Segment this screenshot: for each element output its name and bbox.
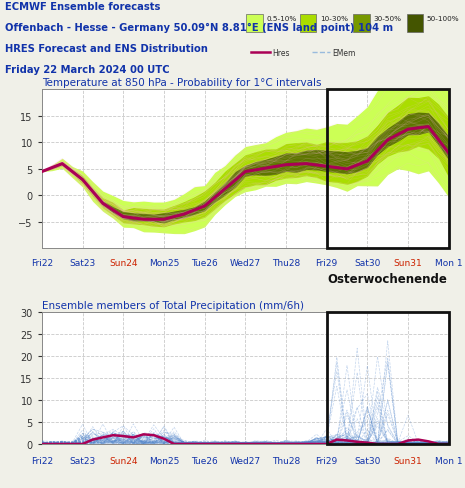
Text: Fri29: Fri29 [316, 259, 338, 267]
Text: 30-50%: 30-50% [373, 16, 401, 22]
Bar [300, 15, 316, 33]
Text: Offenbach - Hesse - Germany 50.09°N 8.81°E (ENS land point) 104 m: Offenbach - Hesse - Germany 50.09°N 8.81… [5, 23, 393, 33]
Text: Mon25: Mon25 [149, 456, 179, 466]
Text: Mon25: Mon25 [149, 259, 179, 267]
Bar [326, 312, 449, 444]
Text: ECMWF Ensemble forecasts: ECMWF Ensemble forecasts [5, 2, 160, 13]
Text: Mon 1: Mon 1 [435, 259, 463, 267]
Bar [326, 90, 449, 249]
Text: Sun24: Sun24 [109, 456, 138, 466]
Text: Thu28: Thu28 [272, 456, 300, 466]
Bar [246, 15, 263, 33]
Text: Ensemble members of Total Precipitation (mm/6h): Ensemble members of Total Precipitation … [42, 300, 304, 310]
Text: EMem: EMem [332, 49, 356, 58]
Text: Fri29: Fri29 [316, 456, 338, 466]
Text: Temperature at 850 hPa - Probability for 1°C intervals: Temperature at 850 hPa - Probability for… [42, 78, 321, 88]
Text: Mon 1: Mon 1 [435, 456, 463, 466]
Text: Sun31: Sun31 [394, 259, 422, 267]
Text: Fri22: Fri22 [31, 259, 53, 267]
Text: Sat30: Sat30 [354, 259, 380, 267]
Text: Hres: Hres [272, 49, 290, 58]
Text: Sun24: Sun24 [109, 259, 138, 267]
Text: HRES Forecast and ENS Distribution: HRES Forecast and ENS Distribution [5, 44, 207, 54]
Text: 50-100%: 50-100% [427, 16, 459, 22]
Bar [353, 15, 370, 33]
Text: 10-30%: 10-30% [320, 16, 348, 22]
Text: Sat23: Sat23 [69, 456, 96, 466]
Text: Sat30: Sat30 [354, 456, 380, 466]
Text: Wed27: Wed27 [230, 456, 261, 466]
Text: Friday 22 March 2024 00 UTC: Friday 22 March 2024 00 UTC [5, 65, 169, 75]
Text: Tue26: Tue26 [191, 259, 218, 267]
Text: Wed27: Wed27 [230, 259, 261, 267]
Text: Thu28: Thu28 [272, 259, 300, 267]
Bar [407, 15, 423, 33]
Text: Fri22: Fri22 [31, 456, 53, 466]
Text: Osterwochenende: Osterwochenende [328, 273, 448, 285]
Text: Tue26: Tue26 [191, 456, 218, 466]
Text: 0.5-10%: 0.5-10% [266, 16, 297, 22]
Text: Sun31: Sun31 [394, 456, 422, 466]
Text: Sat23: Sat23 [69, 259, 96, 267]
